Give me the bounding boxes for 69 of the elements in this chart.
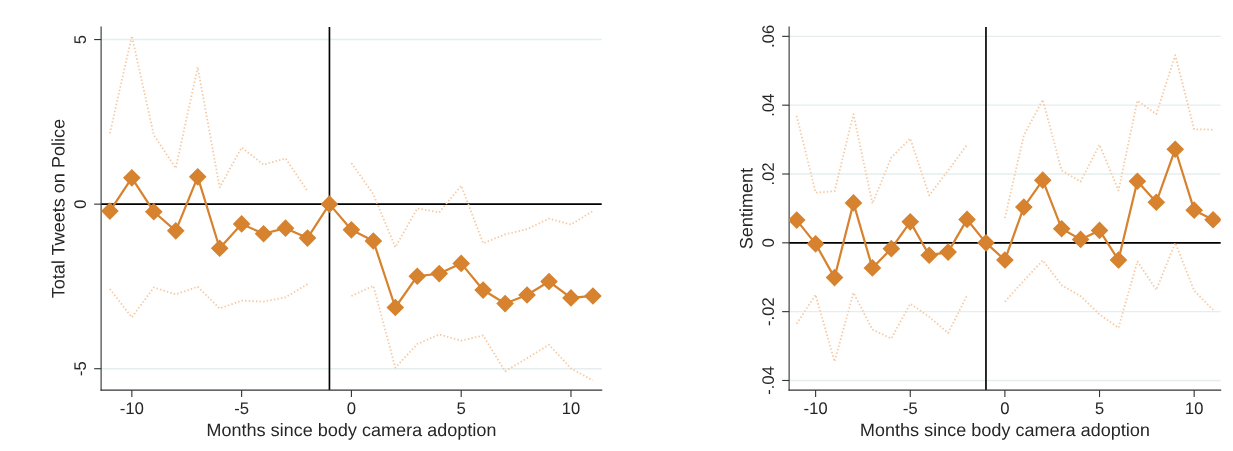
point <box>1072 230 1090 248</box>
point <box>939 243 957 261</box>
point <box>276 219 295 237</box>
point <box>518 286 536 304</box>
point <box>807 235 825 253</box>
y-tick-label: 0 <box>74 200 87 209</box>
point <box>1090 221 1109 239</box>
point <box>1185 201 1203 219</box>
point <box>145 203 163 221</box>
point <box>825 269 844 287</box>
point <box>562 289 580 307</box>
y-tick-label: .06 <box>762 25 775 47</box>
x-tick-label: -10 <box>804 402 828 415</box>
point <box>540 272 558 291</box>
y-tick-label: -.02 <box>762 298 775 326</box>
point <box>211 239 229 257</box>
point <box>1147 193 1165 211</box>
point <box>298 229 317 247</box>
x-axis-title: Months since body camera adoption <box>861 423 1149 440</box>
point <box>996 251 1014 269</box>
point <box>1128 172 1146 190</box>
point <box>1034 171 1052 189</box>
y-tick-label: 0 <box>762 238 775 247</box>
x-tick-label: 0 <box>347 402 356 415</box>
point <box>167 222 185 240</box>
point <box>430 265 448 283</box>
point <box>101 202 119 220</box>
point <box>958 210 976 228</box>
point <box>1166 140 1184 158</box>
y-tick-label: 5 <box>74 35 87 44</box>
point <box>789 211 806 229</box>
point <box>1204 211 1221 229</box>
x-tick-label: 10 <box>1186 402 1203 415</box>
point <box>320 195 339 213</box>
point <box>408 267 426 285</box>
point <box>977 234 995 252</box>
y-tick-label: -5 <box>74 362 87 376</box>
x-tick-label: -5 <box>234 402 249 415</box>
point <box>452 254 470 272</box>
x-tick-label: -10 <box>120 402 144 415</box>
x-tick-label: 5 <box>457 402 466 415</box>
point <box>233 215 251 233</box>
point <box>342 221 360 239</box>
point <box>882 240 900 258</box>
y-axis-title: Total Tweets on Police <box>51 119 65 298</box>
point <box>844 194 863 212</box>
x-tick-label: 10 <box>562 402 580 415</box>
y-axis-title: Sentiment <box>739 168 753 249</box>
point <box>901 213 919 231</box>
x-tick-label: 0 <box>1000 402 1009 415</box>
point <box>364 232 382 250</box>
point <box>1015 198 1033 216</box>
point <box>1053 220 1071 238</box>
y-tick-label: .04 <box>762 94 775 116</box>
point <box>386 298 404 317</box>
y-tick-label: .02 <box>762 163 775 185</box>
point <box>474 281 492 299</box>
point <box>189 168 207 186</box>
point <box>920 246 938 264</box>
x-tick-label: -5 <box>903 402 917 415</box>
y-tick-label: -.04 <box>762 366 775 395</box>
x-axis-title: Months since body camera adoption <box>207 423 496 440</box>
point <box>863 259 881 277</box>
point <box>123 169 141 187</box>
point <box>1109 251 1128 269</box>
point <box>496 294 514 313</box>
x-tick-label: 5 <box>1095 402 1104 415</box>
point <box>255 225 273 243</box>
point <box>584 287 602 305</box>
